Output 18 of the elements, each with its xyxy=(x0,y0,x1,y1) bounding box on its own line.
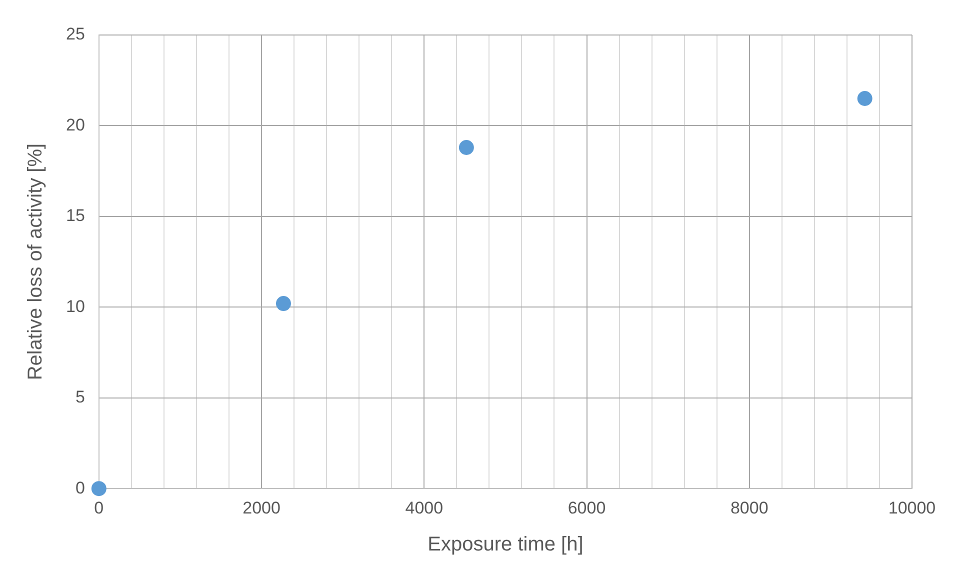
point xyxy=(458,140,474,155)
y-tick-label: 5 xyxy=(75,388,85,407)
y-tick-label: 10 xyxy=(66,296,85,316)
x-tick-label: 2000 xyxy=(242,498,280,518)
y-tick-label: 20 xyxy=(66,115,85,134)
x-axis-title: Exposure time [h] xyxy=(428,534,584,556)
x-tick-label: 10000 xyxy=(888,498,936,518)
x-tick-label: 4000 xyxy=(405,498,444,518)
y-axis-title: Relative loss of activity [%] xyxy=(24,143,47,380)
y-tick-label: 0 xyxy=(75,478,85,498)
x-tick-label: 6000 xyxy=(568,498,606,518)
point xyxy=(857,91,872,106)
point xyxy=(91,481,106,496)
y-tick-label: 15 xyxy=(66,206,85,226)
x-tick-label: 8000 xyxy=(730,498,768,518)
point xyxy=(276,296,291,312)
x-tick-label: 0 xyxy=(94,498,104,518)
y-tick-label: 25 xyxy=(66,24,85,44)
